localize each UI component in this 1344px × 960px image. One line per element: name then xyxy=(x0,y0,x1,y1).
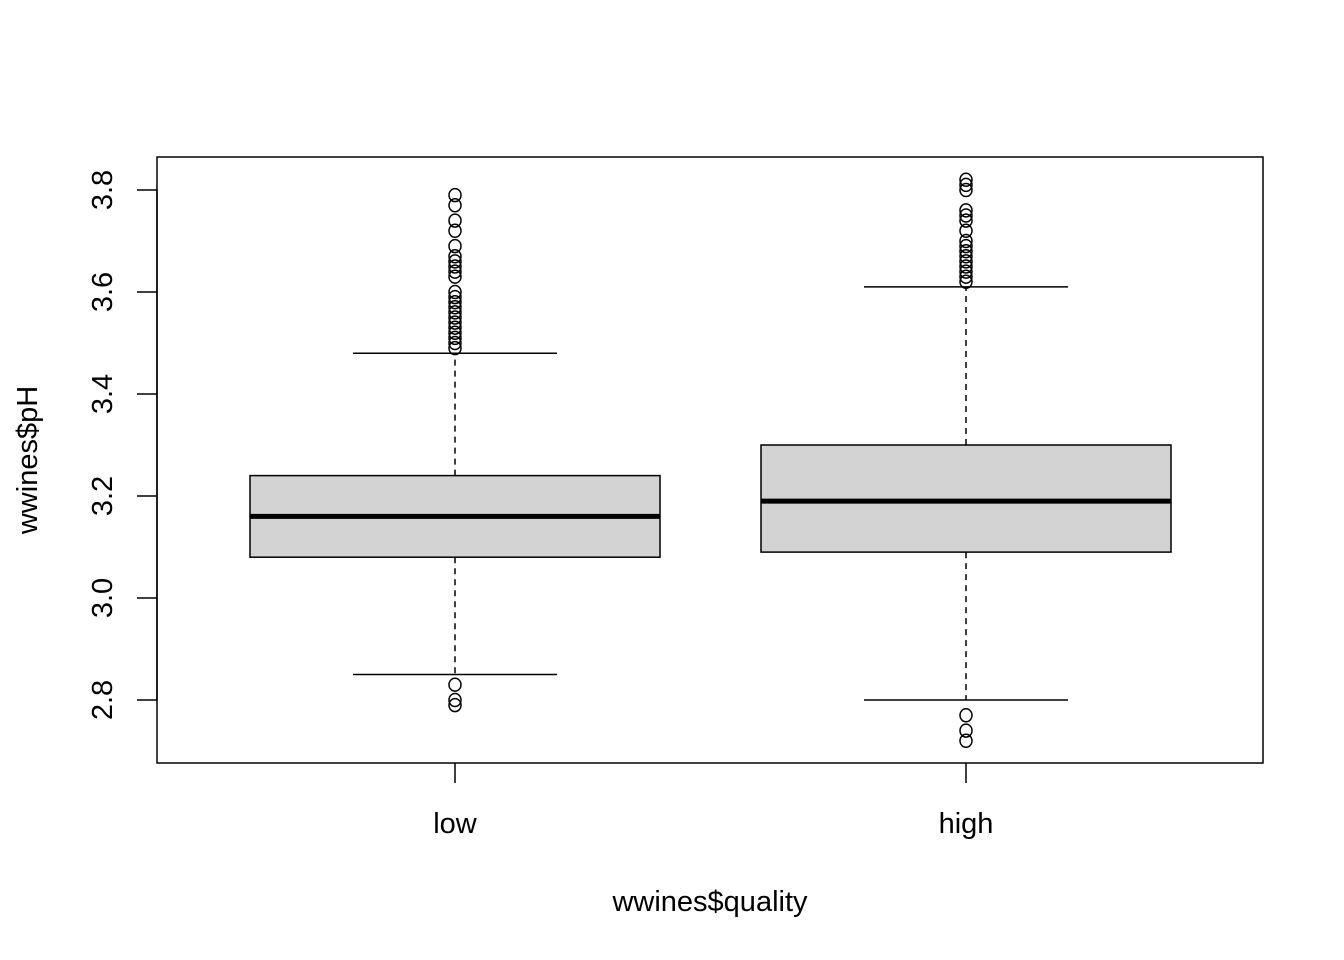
outlier-point xyxy=(448,692,462,708)
outlier-point xyxy=(959,233,973,249)
outlier-point xyxy=(448,269,462,284)
x-tick-label: high xyxy=(939,808,994,840)
outlier-point xyxy=(959,269,973,284)
outlier-point xyxy=(448,677,462,692)
iqr-box xyxy=(760,444,1172,553)
outlier-point xyxy=(448,294,462,310)
x-tick-label: low xyxy=(433,808,478,840)
y-tick-label: 3.6 xyxy=(87,272,119,312)
y-tick-label: 3.0 xyxy=(87,578,119,618)
outlier-point xyxy=(959,223,973,239)
outlier-point xyxy=(448,340,462,356)
outlier-point xyxy=(448,300,462,315)
outlier-point xyxy=(448,697,462,713)
y-tick-label: 2.8 xyxy=(87,680,119,720)
outlier-point xyxy=(448,310,462,325)
outlier-point xyxy=(448,289,462,305)
outlier-point xyxy=(448,305,462,320)
outlier-point xyxy=(448,264,462,279)
outlier-point xyxy=(448,330,462,346)
outlier-point xyxy=(448,198,462,213)
outlier-point xyxy=(448,223,462,239)
y-tick-label: 3.8 xyxy=(87,170,119,210)
outlier-point xyxy=(959,254,973,269)
outlier-point xyxy=(448,259,462,274)
outlier-point xyxy=(959,243,973,259)
outlier-point xyxy=(448,284,462,300)
outlier-point xyxy=(959,723,973,738)
outlier-point xyxy=(959,172,973,188)
outlier-point xyxy=(959,264,973,279)
outlier-point xyxy=(959,208,973,223)
outlier-point xyxy=(448,213,462,228)
y-tick-label: 3.2 xyxy=(87,476,119,516)
outlier-point xyxy=(959,249,973,264)
y-axis: 2.8 3.0 3.2 3.4 3.6 3.8 xyxy=(87,170,158,720)
outlier-point xyxy=(959,182,973,198)
outlier-point xyxy=(959,733,973,749)
box-high xyxy=(760,172,1172,749)
outlier-point xyxy=(448,249,462,264)
outlier-point xyxy=(959,177,973,193)
outlier-point xyxy=(959,259,973,274)
outlier-point xyxy=(959,274,973,290)
outlier-point xyxy=(959,203,973,218)
x-axis-title: wwines$quality xyxy=(611,886,808,918)
outlier-point xyxy=(959,238,973,254)
outlier-point xyxy=(448,187,462,203)
outlier-point xyxy=(959,708,973,723)
y-axis-title: wwines$pH xyxy=(12,386,44,535)
outlier-point xyxy=(448,320,462,335)
outlier-point xyxy=(448,254,462,269)
outlier-point xyxy=(448,335,462,351)
box-low xyxy=(249,187,661,713)
outlier-point xyxy=(448,238,462,254)
y-tick-label: 3.4 xyxy=(87,374,119,414)
outlier-point xyxy=(448,325,462,341)
x-axis: low high xyxy=(433,763,993,840)
plot-area xyxy=(156,156,1264,764)
outlier-point xyxy=(959,213,973,228)
outlier-point xyxy=(448,315,462,330)
